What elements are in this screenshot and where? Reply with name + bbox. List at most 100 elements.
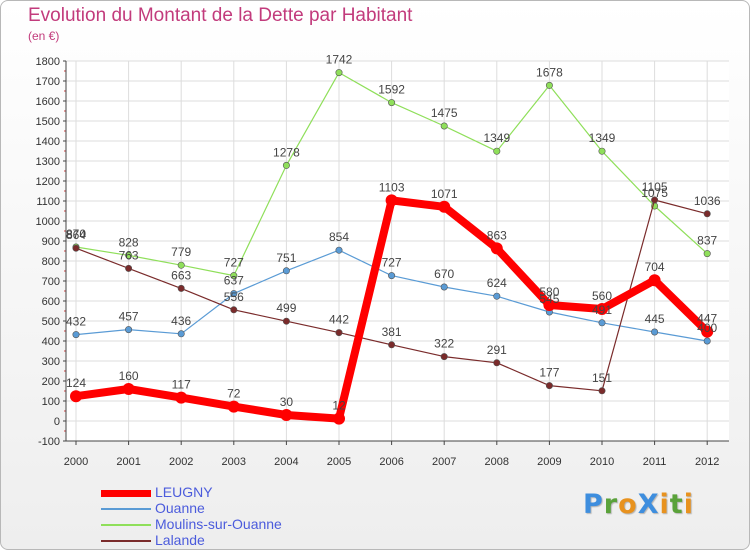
y-tick-label: 1000 — [36, 216, 60, 228]
data-label: 447 — [697, 312, 717, 326]
data-point — [385, 194, 398, 207]
data-point — [230, 306, 238, 314]
data-point — [227, 400, 240, 413]
data-point — [177, 261, 185, 269]
x-tick-label: 2009 — [537, 456, 561, 468]
x-tick-label: 2006 — [379, 456, 403, 468]
legend-swatch — [101, 490, 151, 497]
data-label: 637 — [224, 274, 244, 288]
x-tick-label: 2012 — [695, 456, 719, 468]
data-point — [230, 272, 238, 280]
data-label: 1103 — [379, 180, 405, 194]
data-label: 124 — [66, 376, 86, 390]
legend-label: LEUGNY — [155, 484, 213, 500]
data-label: 870 — [66, 227, 86, 241]
y-tick-label: -100 — [38, 436, 60, 448]
data-label: 12 — [332, 399, 346, 413]
data-label: 72 — [227, 387, 241, 401]
data-label: 863 — [487, 228, 507, 242]
x-tick-label: 2010 — [590, 456, 614, 468]
x-tick-label: 2004 — [274, 456, 298, 468]
data-point — [388, 272, 396, 280]
legend-swatch — [101, 540, 151, 542]
data-point — [230, 290, 238, 298]
data-point — [335, 246, 343, 254]
data-label: 491 — [592, 303, 612, 317]
data-label: 151 — [592, 371, 612, 385]
data-label: 291 — [487, 343, 507, 357]
data-label: 1075 — [641, 186, 668, 200]
data-label: 1678 — [536, 65, 563, 79]
data-point — [648, 274, 661, 287]
data-point — [543, 299, 556, 311]
data-label: 499 — [276, 301, 296, 315]
data-label: 560 — [592, 289, 612, 303]
data-label: 436 — [171, 314, 191, 328]
data-label: 1592 — [378, 83, 405, 97]
y-tick-label: 200 — [42, 376, 60, 388]
data-label: 322 — [434, 337, 454, 351]
chart-title: Evolution du Montant de la Dette par Hab… — [28, 5, 413, 26]
data-point — [703, 250, 711, 258]
data-label: 432 — [66, 315, 86, 329]
data-point — [282, 317, 290, 325]
data-label: 779 — [171, 245, 191, 259]
data-label: 445 — [645, 312, 665, 326]
data-label: 442 — [329, 313, 349, 327]
data-label: 1349 — [589, 131, 616, 145]
data-point — [388, 341, 396, 349]
proxiti-logo: ProXiti — [583, 489, 694, 520]
data-label: 663 — [171, 268, 191, 282]
y-tick-label: 1100 — [36, 196, 60, 208]
data-point — [125, 251, 133, 259]
data-point — [493, 147, 501, 155]
data-point — [72, 244, 80, 252]
chart-subtitle: (en €) — [28, 29, 60, 43]
data-point — [596, 303, 608, 315]
data-point — [175, 391, 188, 404]
data-label: 1036 — [694, 194, 721, 208]
legend-label: Moulins-sur-Ouanne — [155, 516, 282, 532]
data-point — [125, 326, 133, 334]
y-tick-label: 1600 — [36, 96, 60, 108]
y-tick-label: 1300 — [36, 156, 60, 168]
x-tick-label: 2007 — [432, 456, 456, 468]
data-label: 1475 — [431, 106, 458, 120]
data-point — [280, 409, 293, 421]
data-label: 1278 — [273, 145, 300, 159]
data-label: 117 — [172, 378, 191, 392]
data-point — [651, 328, 659, 336]
data-point — [72, 331, 80, 339]
data-label: 177 — [539, 366, 559, 380]
x-tick-label: 2002 — [169, 456, 193, 468]
data-point — [493, 292, 501, 300]
y-tick-label: 500 — [42, 316, 60, 328]
data-point — [545, 382, 553, 390]
data-point — [545, 81, 553, 89]
data-label: 727 — [382, 256, 402, 270]
y-tick-label: 900 — [42, 236, 60, 248]
data-label: 400 — [697, 321, 717, 335]
x-tick-label: 2005 — [327, 456, 351, 468]
y-tick-label: 1700 — [36, 76, 60, 88]
data-label: 704 — [645, 260, 665, 274]
data-label: 556 — [224, 290, 244, 304]
y-tick-label: 0 — [54, 416, 60, 428]
data-label: 727 — [224, 256, 244, 270]
data-point — [335, 329, 343, 337]
data-point — [703, 337, 711, 345]
data-label: 545 — [539, 292, 559, 306]
y-tick-label: 1200 — [36, 176, 60, 188]
data-label: 1071 — [431, 187, 458, 201]
y-tick-label: 700 — [42, 276, 60, 288]
x-tick-label: 2011 — [643, 456, 667, 468]
y-tick-label: 600 — [42, 296, 60, 308]
x-tick-label: 2001 — [116, 456, 140, 468]
legend-swatch — [101, 524, 151, 526]
y-tick-label: 800 — [42, 256, 60, 268]
data-label: 864 — [66, 228, 86, 242]
data-label: 160 — [119, 369, 139, 383]
data-label: 828 — [119, 235, 139, 249]
y-tick-label: 1400 — [36, 136, 60, 148]
